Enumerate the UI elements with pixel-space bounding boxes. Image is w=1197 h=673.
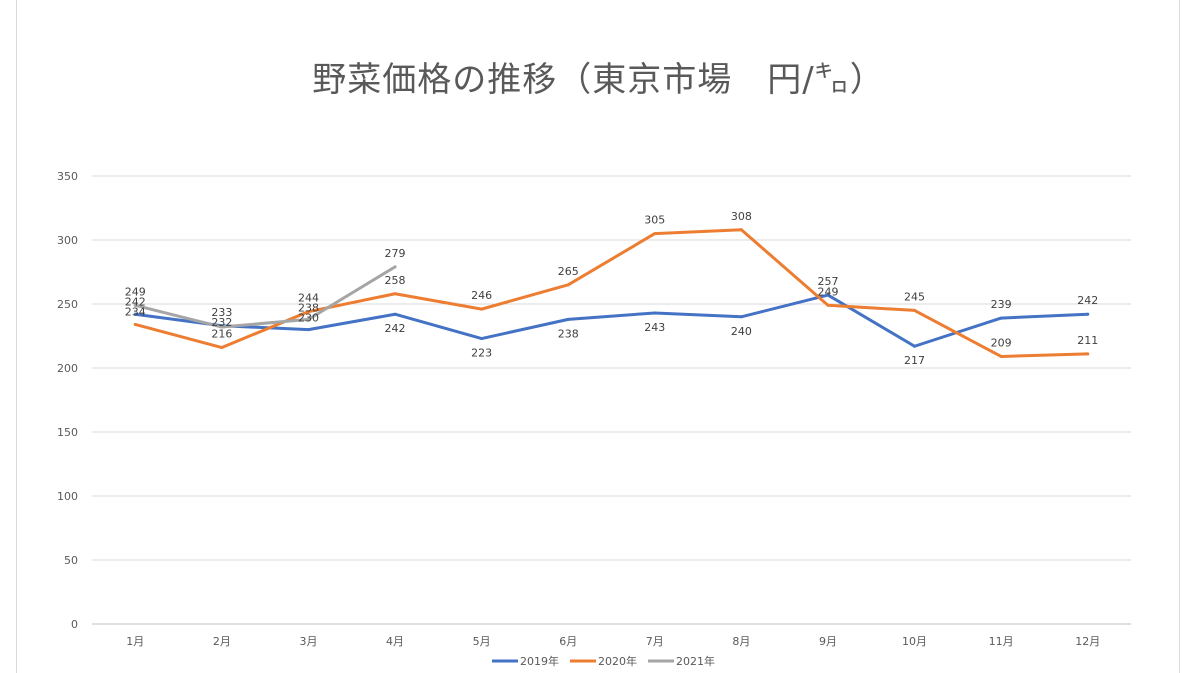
data-label: 242 [385, 322, 406, 335]
data-point [739, 315, 743, 319]
data-label: 258 [385, 274, 406, 287]
x-tick-label: 2月 [213, 635, 231, 648]
y-tick-label: 50 [64, 554, 78, 567]
data-label: 257 [817, 275, 838, 288]
data-point [913, 308, 917, 312]
legend: 2019年 2020年 2021年 [492, 654, 715, 668]
series-line-2020年 [133, 228, 1090, 358]
series-line-2019年 [133, 293, 1090, 348]
data-point [133, 312, 137, 316]
data-label: 216 [211, 328, 232, 341]
data-label: 238 [298, 302, 319, 315]
data-point [480, 307, 484, 311]
x-tick-label: 5月 [473, 635, 491, 648]
data-label: 232 [211, 316, 232, 329]
data-point [739, 228, 743, 232]
data-point [653, 311, 657, 315]
data-point [220, 325, 224, 329]
x-tick-label: 1月 [126, 635, 144, 648]
data-label: 249 [125, 285, 146, 298]
data-point [306, 328, 310, 332]
x-tick-label: 10月 [902, 635, 927, 648]
data-label: 211 [1077, 334, 1098, 347]
data-point [566, 317, 570, 321]
data-label: 244 [298, 292, 319, 305]
data-label: 209 [991, 336, 1012, 349]
data-point [999, 354, 1003, 358]
x-tick-label: 9月 [819, 635, 837, 648]
data-point [306, 310, 310, 314]
legend-entry: 2020年 [598, 654, 637, 668]
data-label: 233 [211, 306, 232, 319]
y-axis-ticks: 0 50 100 150 200 250 300 350 [57, 170, 78, 631]
data-point [133, 303, 137, 307]
legend-entry: 2019年 [520, 654, 559, 668]
data-point [393, 312, 397, 316]
data-point [1086, 312, 1090, 316]
y-tick-label: 0 [71, 618, 78, 631]
data-label: 279 [385, 247, 406, 260]
data-point [133, 322, 137, 326]
data-label: 249 [817, 285, 838, 298]
data-point [826, 303, 830, 307]
y-tick-label: 250 [57, 298, 78, 311]
data-label: 238 [558, 327, 579, 340]
data-point [826, 293, 830, 297]
y-tick-label: 350 [57, 170, 78, 183]
data-label: 243 [644, 321, 665, 334]
data-label: 240 [731, 325, 752, 338]
x-tick-label: 6月 [559, 635, 577, 648]
gridlines [92, 175, 1131, 625]
data-label: 246 [471, 289, 492, 302]
y-tick-label: 300 [57, 234, 78, 247]
data-point [306, 317, 310, 321]
data-point [480, 337, 484, 341]
y-tick-label: 100 [57, 490, 78, 503]
x-tick-label: 12月 [1075, 635, 1100, 648]
x-tick-label: 11月 [989, 635, 1014, 648]
data-label: 265 [558, 265, 579, 278]
data-point [999, 316, 1003, 320]
data-point [1086, 352, 1090, 356]
chart-frame [16, 0, 1180, 673]
y-tick-label: 200 [57, 362, 78, 375]
data-point [220, 346, 224, 350]
x-tick-label: 7月 [646, 635, 664, 648]
data-label: 239 [991, 298, 1012, 311]
data-label: 223 [471, 347, 492, 360]
data-point [653, 232, 657, 236]
data-point [393, 265, 397, 269]
data-label: 308 [731, 210, 752, 223]
data-label: 242 [1077, 294, 1098, 307]
y-tick-label: 150 [57, 426, 78, 439]
data-point [913, 344, 917, 348]
series-lines [133, 228, 1090, 358]
chart-title: 野菜価格の推移（東京市場 円/㌔） [312, 60, 885, 100]
series-line-2021年 [133, 265, 397, 329]
data-label: 217 [904, 354, 925, 367]
data-point [566, 283, 570, 287]
data-label: 305 [644, 214, 665, 227]
x-tick-label: 8月 [732, 635, 750, 648]
x-tick-label: 3月 [299, 635, 317, 648]
data-label: 234 [125, 305, 146, 318]
legend-entry: 2021年 [676, 654, 715, 668]
data-label: 230 [298, 312, 319, 325]
data-label: 245 [904, 290, 925, 303]
x-axis-ticks: 1月 2月 3月 4月 5月 6月 7月 8月 9月 10月 11月 12月 [126, 635, 1100, 648]
x-tick-label: 4月 [386, 635, 404, 648]
data-point [393, 292, 397, 296]
data-label: 242 [125, 295, 146, 308]
